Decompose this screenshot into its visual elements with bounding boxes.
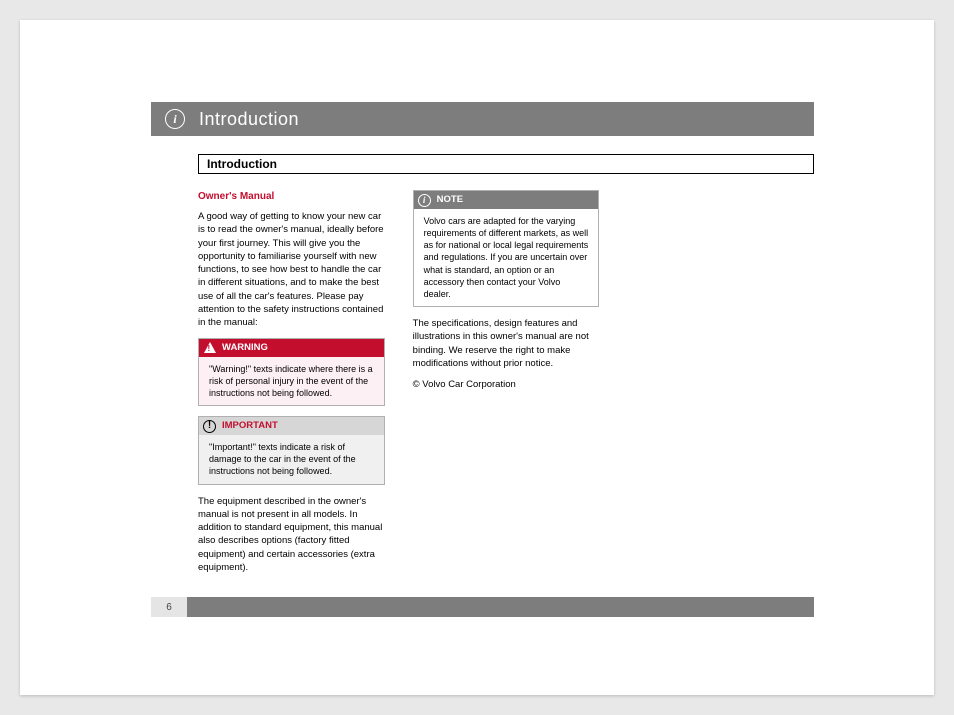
note-header: i NOTE (414, 191, 599, 209)
owners-manual-heading: Owner's Manual (198, 190, 385, 204)
column-3-empty (627, 190, 814, 582)
copyright-text: © Volvo Car Corporation (413, 378, 600, 391)
section-title: Introduction (198, 154, 814, 174)
important-label: IMPORTANT (222, 419, 278, 432)
note-callout: i NOTE Volvo cars are adapted for the va… (413, 190, 600, 307)
note-info-icon: i (418, 194, 431, 207)
equipment-paragraph: The equipment described in the owner's m… (198, 495, 385, 575)
chapter-header: i Introduction (151, 102, 814, 136)
important-body: "Important!" texts indicate a risk of da… (199, 435, 384, 483)
content-columns: Owner's Manual A good way of getting to … (198, 190, 814, 582)
warning-body: "Warning!" texts indicate where there is… (199, 357, 384, 405)
note-body: Volvo cars are adapted for the varying r… (414, 209, 599, 306)
chapter-title: Introduction (199, 109, 299, 130)
info-icon: i (165, 109, 185, 129)
manual-page: i Introduction Introduction Owner's Manu… (20, 20, 934, 695)
warning-callout: WARNING "Warning!" texts indicate where … (198, 338, 385, 406)
note-label: NOTE (437, 193, 463, 206)
warning-header: WARNING (199, 339, 384, 357)
intro-paragraph-1: A good way of getting to know your new c… (198, 210, 385, 330)
column-2: i NOTE Volvo cars are adapted for the va… (413, 190, 600, 582)
column-1: Owner's Manual A good way of getting to … (198, 190, 385, 582)
warning-label: WARNING (222, 341, 268, 354)
footer-bar (151, 597, 814, 617)
important-header: ! IMPORTANT (199, 417, 384, 435)
page-number: 6 (151, 597, 187, 617)
important-callout: ! IMPORTANT "Important!" texts indicate … (198, 416, 385, 484)
important-exclaim-icon: ! (203, 420, 216, 433)
warning-triangle-icon (203, 341, 216, 354)
spec-paragraph: The specifications, design features and … (413, 317, 600, 370)
